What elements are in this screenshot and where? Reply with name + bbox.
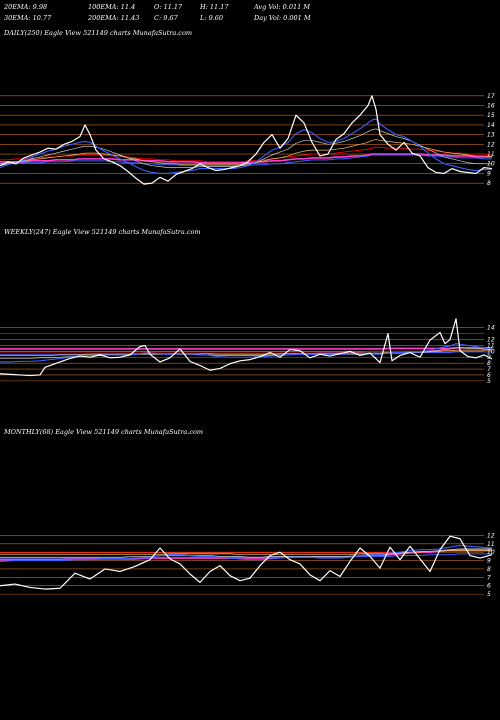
high-label: H: 11.17 [200,3,229,11]
daily-ytick-label: 15 [487,112,495,119]
open-label: O: 11.17 [154,3,183,11]
weekly-ema-blue-slow-line [0,351,492,355]
monthly-ytick-label: 12 [487,532,495,539]
ema100-label: 100EMA: 11.4 [88,3,136,11]
daily-ytick-label: 13 [487,132,495,139]
daily-ytick-label: 16 [487,102,495,109]
weekly-price-line [0,318,493,377]
daily-ytick-label: 11 [487,151,495,158]
day-vol-label: Day Vol: 0.001 M [254,14,311,22]
weekly-ytick-label: 5 [487,378,491,385]
daily-chart: 17 16 15 14 13 12 11 10 9 8 [0,93,495,187]
ema30-label: 30EMA: 10.77 [4,14,52,22]
weekly-ema-magenta-line [0,346,492,350]
monthly-ytick-label: 10 [487,549,495,556]
monthly-ytick-label: 11 [487,541,495,548]
daily-ema-magenta-line [0,153,492,164]
monthly-ytick-label: 6 [487,583,491,590]
ema20-label: 20EMA: 9.98 [4,3,48,11]
daily-ytick-label: 12 [487,141,495,148]
monthly-ytick-label: 7 [487,574,491,581]
daily-ema-mid-line [0,128,492,168]
daily-ytick-label: 10 [487,161,495,168]
daily-price-line [0,95,493,185]
weekly-ytick-label: 9 [487,354,491,361]
weekly-ytick-label: 12 [487,337,495,344]
monthly-panel-title: MONTHLY(68) Eagle View 521149 charts Mun… [4,428,204,436]
daily-ytick-label: 9 [487,170,491,177]
weekly-ytick-label: 7 [487,366,491,373]
weekly-ytick-label: 14 [487,325,495,332]
monthly-price-line [0,535,493,590]
monthly-ytick-label: 8 [487,566,491,573]
daily-ema-gold-line [0,139,493,166]
monthly-ema-fast-line [0,544,493,562]
daily-ytick-label: 14 [487,122,495,129]
monthly-ytick-label: 9 [487,558,491,565]
daily-ytick-label: 8 [487,180,491,187]
low-label: L: 9.60 [200,14,224,22]
weekly-ytick-label: 11 [487,342,495,349]
daily-panel-title: DAILY(250) Eagle View 521149 charts Muna… [4,29,193,37]
weekly-ytick-label: 6 [487,372,491,379]
daily-ema-red-line [0,146,493,163]
daily-ytick-label: 17 [487,93,495,100]
avg-vol-label: Avg Vol: 0.011 M [254,3,311,11]
weekly-ema-gold-line [0,349,492,356]
monthly-ema-gold-line [0,550,492,556]
weekly-ytick-label: 8 [487,360,491,367]
weekly-panel-title: WEEKLY(247) Eagle View 521149 charts Mun… [4,228,201,236]
close-label: C: 9.67 [154,14,178,22]
monthly-ytick-label: 5 [487,591,491,598]
weekly-ytick-label: 10 [487,348,495,355]
ema200-label: 200EMA: 11.43 [88,14,140,22]
daily-ema-fast-line [0,118,492,174]
